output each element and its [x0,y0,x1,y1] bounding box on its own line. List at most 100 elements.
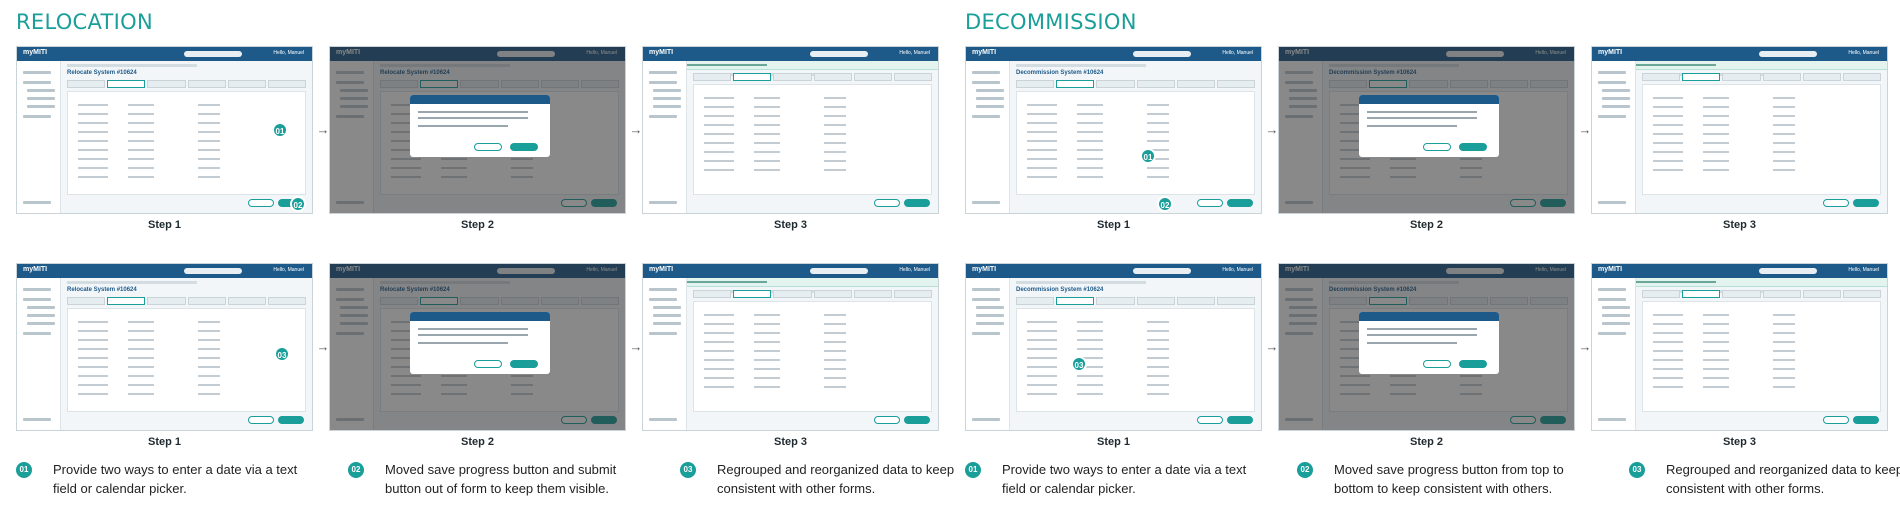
form-tab[interactable] [1096,80,1135,88]
form-tab[interactable] [1136,297,1175,305]
sidebar-item[interactable] [649,418,677,421]
form-tab[interactable] [1642,73,1681,81]
sidebar-item[interactable] [976,89,1004,92]
sidebar-item[interactable] [972,298,1000,301]
sidebar-item[interactable] [27,306,55,309]
form-tab[interactable] [1802,290,1841,298]
sidebar-item[interactable] [1598,298,1626,301]
form-tab[interactable] [1096,297,1135,305]
confirm-button[interactable] [1459,143,1487,151]
sidebar-item[interactable] [23,71,51,74]
sidebar-item[interactable] [23,81,51,84]
save-progress-button[interactable] [248,416,274,424]
sidebar-item[interactable] [1598,332,1626,335]
sidebar-item[interactable] [653,89,681,92]
sidebar-item[interactable] [23,332,51,335]
sidebar-item[interactable] [972,332,1000,335]
search-input[interactable] [1759,268,1817,274]
form-tab[interactable] [67,297,106,305]
sidebar-item[interactable] [1598,201,1626,204]
sidebar-item[interactable] [976,97,1004,100]
save-progress-button[interactable] [1197,416,1223,424]
sidebar-item[interactable] [23,298,51,301]
form-tab[interactable] [227,297,266,305]
sidebar-item[interactable] [1602,105,1630,108]
sidebar-item[interactable] [649,298,677,301]
sidebar-item[interactable] [976,314,1004,317]
sidebar-item[interactable] [972,201,1000,204]
form-tab[interactable] [1642,290,1681,298]
sidebar-item[interactable] [23,201,51,204]
form-tab[interactable] [1802,73,1841,81]
save-progress-button[interactable] [1823,199,1849,207]
sidebar-item[interactable] [976,306,1004,309]
save-progress-button[interactable] [874,199,900,207]
save-progress-button[interactable] [248,199,274,207]
form-tab[interactable] [853,73,892,81]
form-tab[interactable] [813,290,852,298]
form-tab[interactable] [1136,80,1175,88]
form-tab[interactable] [1762,290,1801,298]
form-tab[interactable] [1842,73,1882,81]
confirm-button[interactable] [1459,360,1487,368]
form-tab[interactable] [1056,80,1095,88]
form-tab[interactable] [1056,297,1095,305]
form-tab[interactable] [187,80,226,88]
form-tab[interactable] [1216,297,1256,305]
form-tab[interactable] [147,80,186,88]
confirm-button[interactable] [510,143,538,151]
form-tab[interactable] [1762,73,1801,81]
sidebar-item[interactable] [27,89,55,92]
form-tab[interactable] [107,297,146,305]
form-tab[interactable] [187,297,226,305]
sidebar-item[interactable] [649,115,677,118]
sidebar-item[interactable] [23,288,51,291]
sidebar-item[interactable] [27,105,55,108]
sidebar-item[interactable] [976,105,1004,108]
form-tab[interactable] [1842,290,1882,298]
form-tab[interactable] [733,73,772,81]
search-input[interactable] [1133,268,1191,274]
search-input[interactable] [184,268,242,274]
submit-button[interactable] [1227,199,1253,207]
form-tab[interactable] [147,297,186,305]
cancel-button[interactable] [1423,143,1451,151]
save-progress-button[interactable] [1197,199,1223,207]
submit-button[interactable] [904,199,930,207]
form-tab[interactable] [733,290,772,298]
sidebar-item[interactable] [976,322,1004,325]
save-progress-button[interactable] [1823,416,1849,424]
confirm-button[interactable] [510,360,538,368]
sidebar-item[interactable] [653,306,681,309]
sidebar-item[interactable] [972,71,1000,74]
sidebar-item[interactable] [649,332,677,335]
submit-button[interactable] [278,416,304,424]
sidebar-item[interactable] [653,314,681,317]
form-tab[interactable] [107,80,146,88]
sidebar-item[interactable] [649,201,677,204]
form-tab[interactable] [267,80,307,88]
sidebar-item[interactable] [27,322,55,325]
form-tab[interactable] [693,73,732,81]
submit-button[interactable] [1853,199,1879,207]
form-tab[interactable] [693,290,732,298]
sidebar-item[interactable] [27,97,55,100]
form-tab[interactable] [1722,290,1761,298]
sidebar-item[interactable] [972,115,1000,118]
search-input[interactable] [184,51,242,57]
form-tab[interactable] [267,297,307,305]
sidebar-item[interactable] [23,115,51,118]
cancel-button[interactable] [474,143,502,151]
sidebar-item[interactable] [1602,89,1630,92]
sidebar-item[interactable] [972,288,1000,291]
sidebar-item[interactable] [1598,71,1626,74]
form-tab[interactable] [1682,73,1721,81]
sidebar-item[interactable] [653,105,681,108]
form-tab[interactable] [1176,80,1215,88]
form-tab[interactable] [893,290,933,298]
sidebar-item[interactable] [649,81,677,84]
form-tab[interactable] [1722,73,1761,81]
form-tab[interactable] [67,80,106,88]
form-tab[interactable] [1682,290,1721,298]
form-tab[interactable] [1216,80,1256,88]
